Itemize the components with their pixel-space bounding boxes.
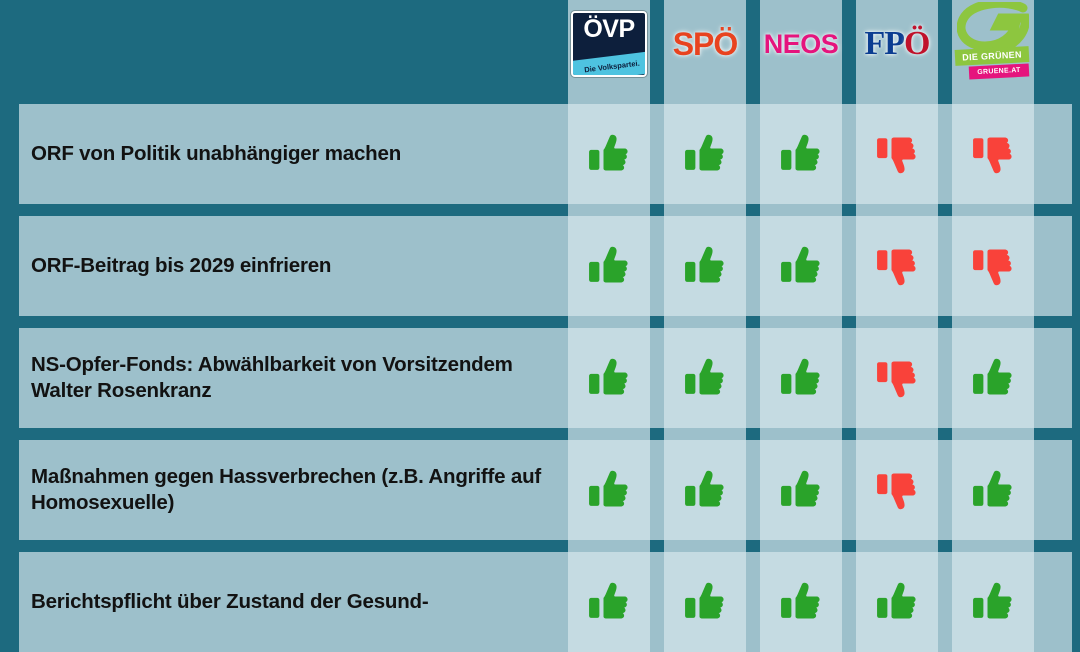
vote-cell-oevp[interactable]	[568, 216, 650, 316]
issue-label: NS-Opfer-Fonds: Abwählbarkeit von Vorsit…	[31, 353, 513, 402]
thumbs-up-icon	[973, 470, 1012, 507]
logo-cell-fpoe[interactable]: FPÖ	[856, 0, 938, 88]
vote-cell-spoe[interactable]	[664, 552, 746, 652]
vote-cell-gruene[interactable]	[952, 552, 1034, 652]
thumbs-up-icon	[781, 470, 820, 507]
fpoe-wordmark-oe: Ö	[904, 25, 930, 62]
thumbs-down-icon	[877, 249, 916, 286]
thumbs-up-icon	[589, 582, 628, 619]
vote-cell-fpoe[interactable]	[856, 440, 938, 540]
thumbs-up-icon	[589, 134, 628, 171]
thumbs-up-icon	[973, 582, 1012, 619]
vote-cell-gruene[interactable]	[952, 216, 1034, 316]
party-logo-neos[interactable]: NEOS	[763, 28, 839, 59]
issue-label: ORF von Politik unabhängiger machen	[31, 142, 402, 165]
gruene-band-url: GRUENE.AT	[968, 63, 1030, 80]
thumbs-up-icon	[685, 582, 724, 619]
table-row: ORF von Politik unabhängiger machen	[19, 104, 1072, 204]
thumbs-up-icon	[589, 470, 628, 507]
oevp-banner: Die Volkspartei.	[573, 50, 645, 75]
vote-cell-gruene[interactable]	[952, 104, 1034, 204]
vote-cell-oevp[interactable]	[568, 552, 650, 652]
party-logo-spoe[interactable]: SPÖ	[672, 25, 739, 62]
vote-cell-spoe[interactable]	[664, 440, 746, 540]
thumbs-up-icon	[877, 582, 916, 619]
fpoe-wordmark-fp: FP	[864, 25, 906, 62]
thumbs-down-icon	[973, 137, 1012, 174]
thumbs-up-icon	[781, 358, 820, 395]
vote-cell-oevp[interactable]	[568, 104, 650, 204]
vote-cell-neos[interactable]	[760, 552, 842, 652]
vote-cell-fpoe[interactable]	[856, 552, 938, 652]
thumbs-up-icon	[781, 134, 820, 171]
vote-cell-gruene[interactable]	[952, 440, 1034, 540]
thumbs-up-icon	[685, 246, 724, 283]
thumbs-up-icon	[781, 246, 820, 283]
oevp-wordmark: ÖVP	[583, 15, 635, 43]
thumbs-down-icon	[877, 473, 916, 510]
thumbs-up-icon	[685, 358, 724, 395]
vote-cell-neos[interactable]	[760, 104, 842, 204]
vote-cell-neos[interactable]	[760, 328, 842, 428]
vote-cell-fpoe[interactable]	[856, 328, 938, 428]
gruene-swirl-icon	[957, 2, 1029, 52]
table-row: ORF-Beitrag bis 2029 einfrieren	[19, 216, 1072, 316]
party-logo-fpoe[interactable]: FPÖ	[864, 25, 931, 63]
vote-cell-fpoe[interactable]	[856, 216, 938, 316]
thumbs-up-icon	[781, 582, 820, 619]
vote-cell-oevp[interactable]	[568, 328, 650, 428]
logo-cell-spoe[interactable]: SPÖ	[664, 0, 746, 88]
thumbs-up-icon	[685, 470, 724, 507]
vote-cell-neos[interactable]	[760, 440, 842, 540]
logo-cell-gruene[interactable]: DIE GRÜNEN GRUENE.AT	[952, 0, 1034, 88]
vote-cell-spoe[interactable]	[664, 328, 746, 428]
thumbs-up-icon	[589, 358, 628, 395]
table-row: Berichtspflicht über Zustand der Gesund-	[19, 552, 1072, 652]
vote-cell-neos[interactable]	[760, 216, 842, 316]
vote-cell-spoe[interactable]	[664, 216, 746, 316]
oevp-tagline: Die Volkspartei.	[583, 58, 641, 75]
issue-label: ORF-Beitrag bis 2029 einfrieren	[31, 254, 332, 277]
table-row: Maßnahmen gegen Hassverbrechen (z.B. Ang…	[19, 440, 1072, 540]
table-row: NS-Opfer-Fonds: Abwählbarkeit von Vorsit…	[19, 328, 1072, 428]
thumbs-down-icon	[973, 249, 1012, 286]
logo-cell-oevp[interactable]: ÖVP Die Volkspartei.	[568, 0, 650, 88]
issue-label: Maßnahmen gegen Hassverbrechen (z.B. Ang…	[31, 465, 542, 514]
vote-cell-oevp[interactable]	[568, 440, 650, 540]
thumbs-down-icon	[877, 361, 916, 398]
party-header: ÖVP Die Volkspartei. SPÖ NEOS FPÖ DIE GRÜNEN G…	[0, 0, 1080, 88]
thumbs-up-icon	[685, 134, 724, 171]
party-logo-gruene[interactable]: DIE GRÜNEN GRUENE.AT	[953, 2, 1033, 84]
thumbs-down-icon	[877, 137, 916, 174]
vote-cell-spoe[interactable]	[664, 104, 746, 204]
issue-label: Berichtspflicht über Zustand der Gesund-	[31, 590, 429, 613]
thumbs-up-icon	[973, 358, 1012, 395]
vote-cell-fpoe[interactable]	[856, 104, 938, 204]
logo-cell-neos[interactable]: NEOS	[760, 0, 842, 88]
party-logo-oevp[interactable]: ÖVP Die Volkspartei.	[571, 11, 647, 77]
gruene-band2-text: GRUENE.AT	[977, 66, 1021, 77]
vote-cell-gruene[interactable]	[952, 328, 1034, 428]
thumbs-up-icon	[589, 246, 628, 283]
